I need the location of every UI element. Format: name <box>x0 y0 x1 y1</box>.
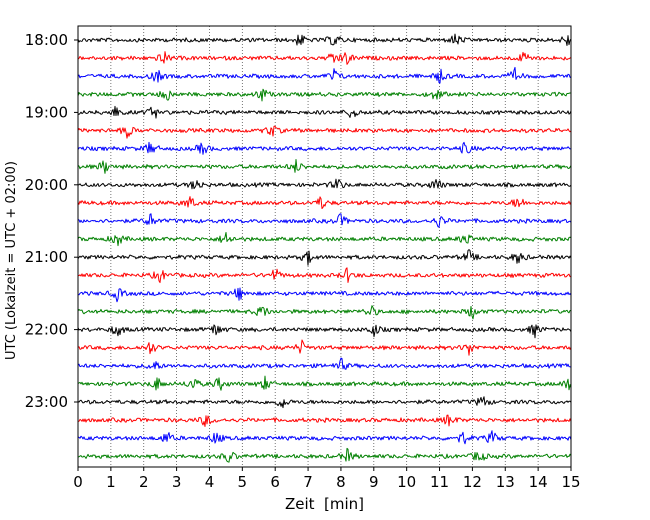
trace-2230 <box>77 357 572 370</box>
trace-2330 <box>77 430 572 445</box>
y-tick-label: 22:00 <box>25 321 68 339</box>
x-tick-label: 5 <box>238 473 248 491</box>
y-axis-label: UTC (Lokalzeit = UTC + 02:00) <box>3 160 19 360</box>
trace-1915 <box>77 125 572 139</box>
x-tick-label: 15 <box>561 473 580 491</box>
trace-1930 <box>77 141 572 155</box>
x-tick-label: 11 <box>430 473 449 491</box>
x-tick-label: 3 <box>172 473 182 491</box>
trace-2145 <box>77 305 572 320</box>
trace-2030 <box>77 213 572 228</box>
trace-2215 <box>77 339 572 356</box>
y-tick-label: 19:00 <box>25 103 68 121</box>
trace-2200 <box>77 324 572 339</box>
trace-2315 <box>77 414 572 427</box>
trace-1900 <box>77 105 572 119</box>
trace-2045 <box>77 231 572 247</box>
trace-1845 <box>77 88 572 102</box>
x-tick-label: 7 <box>303 473 313 491</box>
x-tick-label: 0 <box>73 473 83 491</box>
trace-2345 <box>77 447 572 463</box>
trace-2245 <box>77 375 572 391</box>
y-tick-label: 23:00 <box>25 393 68 411</box>
x-tick-label: 8 <box>336 473 346 491</box>
trace-2000 <box>77 178 572 190</box>
x-tick-label: 9 <box>369 473 379 491</box>
x-tick-label: 10 <box>397 473 416 491</box>
x-tick-label: 4 <box>205 473 215 491</box>
trace-1945 <box>77 159 572 174</box>
trace-1830 <box>77 66 572 84</box>
trace-2115 <box>77 267 572 284</box>
y-tick-label: 21:00 <box>25 248 68 266</box>
x-tick-label: 1 <box>106 473 116 491</box>
x-tick-label: 13 <box>496 473 515 491</box>
y-tick-label: 18:00 <box>25 31 68 49</box>
trace-2015 <box>77 196 572 210</box>
x-axis: 0 1 2 3 4 5 6 7 8 9 10 11 12 13 14 15 <box>73 467 581 491</box>
x-tick-label: 6 <box>270 473 280 491</box>
plot-frame <box>77 25 572 468</box>
y-axis-label-container: UTC (Lokalzeit = UTC + 02:00) <box>0 0 22 520</box>
trace-1800 <box>77 33 572 47</box>
x-tick-label: 2 <box>139 473 149 491</box>
x-tick-label: 14 <box>529 473 548 491</box>
y-axis: 18:00 19:00 20:00 21:00 22:00 23:00 <box>25 31 78 411</box>
trace-2130 <box>77 287 572 303</box>
x-tick-label: 12 <box>463 473 482 491</box>
trace-2100 <box>77 249 572 266</box>
trace-1815 <box>77 51 572 65</box>
trace-group <box>77 33 572 463</box>
plot-area <box>78 26 571 467</box>
trace-2300 <box>77 396 572 409</box>
x-axis-label: Zeit [min] <box>285 495 364 513</box>
y-tick-label: 20:00 <box>25 176 68 194</box>
